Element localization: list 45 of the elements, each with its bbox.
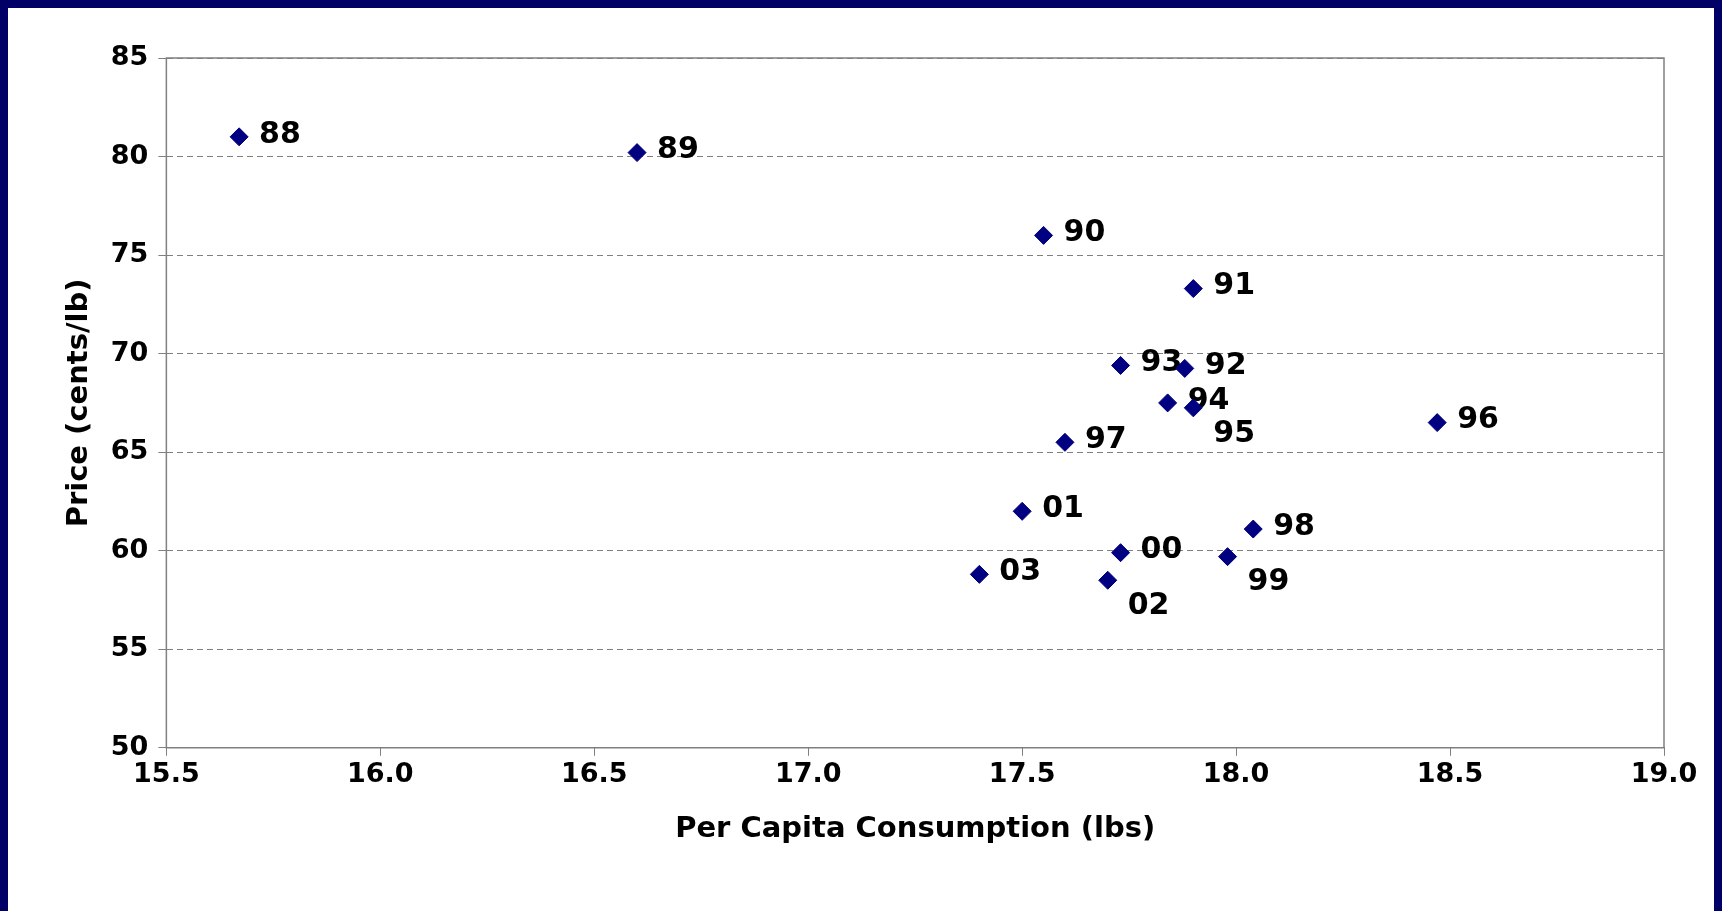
annotation: 90 bbox=[1063, 213, 1106, 249]
y-tick-label: 85 bbox=[110, 40, 149, 72]
point bbox=[229, 127, 249, 147]
annotation: 96 bbox=[1457, 400, 1499, 436]
point bbox=[1098, 570, 1118, 590]
point bbox=[627, 143, 647, 163]
point bbox=[1012, 501, 1032, 521]
x-tick-label: 18.0 bbox=[1202, 757, 1270, 789]
y-axis-title: Price (cents/lb) bbox=[59, 278, 94, 528]
point bbox=[1034, 225, 1054, 245]
annotation: 98 bbox=[1273, 506, 1315, 542]
point bbox=[969, 564, 989, 584]
y-tick-label: 60 bbox=[110, 532, 149, 564]
point bbox=[1243, 519, 1263, 539]
point bbox=[1111, 355, 1131, 375]
annotation: 91 bbox=[1213, 266, 1256, 302]
annotation: 99 bbox=[1247, 562, 1290, 598]
x-axis-title: Per Capita Consumption (lbs) bbox=[675, 810, 1156, 845]
y-tick-label: 75 bbox=[110, 237, 149, 269]
y-tick-label: 70 bbox=[110, 335, 149, 367]
annotation: 89 bbox=[657, 130, 699, 166]
annotation: 93 bbox=[1140, 343, 1183, 379]
point bbox=[1427, 413, 1447, 433]
point bbox=[1183, 279, 1203, 299]
x-tick-label: 19.0 bbox=[1630, 757, 1698, 789]
x-tick-label: 17.5 bbox=[988, 757, 1056, 789]
x-tick-label: 16.5 bbox=[560, 757, 628, 789]
annotation: 97 bbox=[1084, 420, 1127, 456]
point bbox=[1158, 393, 1178, 413]
x-tick-label: 18.5 bbox=[1416, 757, 1484, 789]
annotation: 01 bbox=[1042, 489, 1084, 525]
annotation: 88 bbox=[259, 114, 301, 150]
annotation: 95 bbox=[1213, 413, 1256, 449]
point bbox=[1111, 543, 1131, 563]
annotation: 92 bbox=[1204, 346, 1247, 382]
y-tick-label: 55 bbox=[110, 631, 149, 663]
x-tick-label: 16.0 bbox=[347, 757, 414, 789]
point bbox=[1218, 547, 1238, 567]
annotation: 00 bbox=[1140, 530, 1183, 566]
point bbox=[1055, 432, 1075, 452]
annotation: 02 bbox=[1127, 586, 1170, 622]
annotation: 03 bbox=[999, 552, 1042, 588]
y-tick-label: 65 bbox=[110, 434, 149, 466]
x-tick-label: 17.0 bbox=[774, 757, 842, 789]
y-tick-label: 80 bbox=[110, 138, 149, 170]
